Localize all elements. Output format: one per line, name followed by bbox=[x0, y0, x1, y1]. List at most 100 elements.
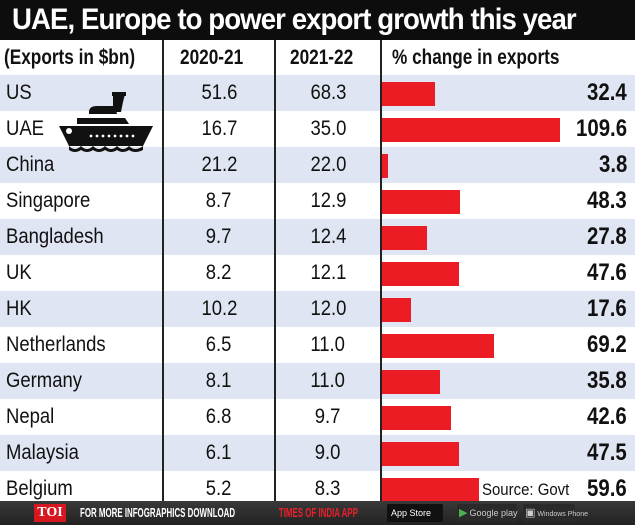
pct-change-bar bbox=[382, 370, 441, 394]
exports-2021-22-text: 12.0 bbox=[310, 297, 346, 320]
pct-change-label: 47.6 bbox=[580, 255, 627, 291]
table-row: Bangladesh 9.7 12.4 27.8 bbox=[0, 219, 635, 255]
table-row: Netherlands 6.5 11.0 69.2 bbox=[0, 327, 635, 363]
exports-2020-21-text: 8.1 bbox=[206, 369, 232, 392]
app-store-label: App Store bbox=[391, 508, 432, 518]
pct-change-bar bbox=[382, 406, 452, 430]
country-name-text: US bbox=[6, 81, 32, 104]
exports-2021-22: 12.9 bbox=[275, 183, 381, 219]
header-2021-22-label: 2021-22 bbox=[290, 46, 354, 69]
exports-2021-22: 22.0 bbox=[275, 147, 381, 183]
exports-2020-21: 5.2 bbox=[163, 471, 275, 507]
ship-icon bbox=[59, 92, 153, 152]
exports-2021-22: 11.0 bbox=[275, 327, 381, 363]
pct-change-label-text: 27.8 bbox=[587, 223, 627, 250]
pct-change-label-text: 35.8 bbox=[587, 367, 627, 394]
exports-2021-22-text: 12.4 bbox=[310, 225, 346, 248]
app-store-badge[interactable]: App Store bbox=[387, 504, 443, 522]
footer-promo-text: FOR MORE INFOGRAPHICS DOWNLOAD TIMES OF … bbox=[80, 501, 465, 525]
toi-logo: TOI bbox=[34, 504, 66, 522]
table-row: China 21.2 22.0 3.8 bbox=[0, 147, 635, 183]
google-play-label: Google play bbox=[469, 508, 518, 518]
pct-change-bar bbox=[382, 262, 460, 286]
exports-2020-21: 10.2 bbox=[163, 291, 275, 327]
pct-change-label-text: 17.6 bbox=[587, 295, 627, 322]
exports-2020-21-text: 8.7 bbox=[206, 189, 232, 212]
pct-change-label: 48.3 bbox=[580, 183, 627, 219]
country-name-text: Bangladesh bbox=[6, 225, 104, 248]
exports-2020-21-text: 21.2 bbox=[201, 153, 237, 176]
pct-change-bar bbox=[382, 118, 560, 142]
chart-title: UAE, Europe to power export growth this … bbox=[12, 3, 577, 36]
pct-change-bar bbox=[382, 334, 495, 358]
footer-promo-red: TIMES OF INDIA APP bbox=[278, 505, 358, 520]
pct-change-label: 27.8 bbox=[580, 219, 627, 255]
windows-icon: ▣ bbox=[525, 507, 536, 519]
pct-change-bar bbox=[382, 478, 479, 502]
country-name-text: Malaysia bbox=[6, 441, 79, 464]
country-name: US bbox=[6, 75, 35, 111]
exports-2020-21-text: 6.5 bbox=[206, 333, 232, 356]
exports-2020-21: 6.8 bbox=[163, 399, 275, 435]
country-name-text: UAE bbox=[6, 117, 45, 140]
header-country-label: (Exports in $bn) bbox=[4, 46, 136, 69]
exports-2020-21: 6.1 bbox=[163, 435, 275, 471]
column-divider bbox=[274, 40, 276, 501]
chart-title-bar: UAE, Europe to power export growth this … bbox=[0, 0, 635, 40]
exports-2020-21: 6.5 bbox=[163, 327, 275, 363]
exports-2021-22: 68.3 bbox=[275, 75, 381, 111]
country-name: Nepal bbox=[6, 399, 61, 435]
exports-2020-21-text: 5.2 bbox=[206, 477, 232, 500]
pct-change-label: 69.2 bbox=[580, 327, 627, 363]
exports-2021-22-text: 11.0 bbox=[310, 333, 346, 356]
pct-change-label-text: 59.6 bbox=[587, 475, 627, 502]
exports-2021-22: 9.7 bbox=[275, 399, 381, 435]
pct-change-label: 42.6 bbox=[580, 399, 627, 435]
pct-change-label: 32.4 bbox=[580, 75, 627, 111]
exports-2020-21: 51.6 bbox=[163, 75, 275, 111]
country-name-text: China bbox=[6, 153, 55, 176]
country-name-text: Germany bbox=[6, 369, 82, 392]
exports-2021-22-text: 12.9 bbox=[310, 189, 346, 212]
country-name: Belgium bbox=[6, 471, 82, 507]
exports-2020-21-text: 51.6 bbox=[201, 81, 237, 104]
country-name-text: HK bbox=[6, 297, 32, 320]
pct-change-bar bbox=[382, 442, 460, 466]
table-row: US 51.6 68.3 32.4 bbox=[0, 75, 635, 111]
exports-2020-21-text: 8.2 bbox=[206, 261, 232, 284]
country-name-text: Netherlands bbox=[6, 333, 106, 356]
exports-2021-22: 12.1 bbox=[275, 255, 381, 291]
table-row: UK 8.2 12.1 47.6 bbox=[0, 255, 635, 291]
pct-change-label: 47.5 bbox=[580, 435, 627, 471]
exports-2021-22: 9.0 bbox=[275, 435, 381, 471]
exports-2020-21-text: 6.1 bbox=[206, 441, 232, 464]
table-row: HK 10.2 12.0 17.6 bbox=[0, 291, 635, 327]
country-name: Germany bbox=[6, 363, 92, 399]
exports-2021-22: 8.3 bbox=[275, 471, 381, 507]
country-name: HK bbox=[6, 291, 35, 327]
table-row: Germany 8.1 11.0 35.8 bbox=[0, 363, 635, 399]
pct-change-label: 59.6 bbox=[580, 471, 627, 507]
pct-change-label-text: 42.6 bbox=[587, 403, 627, 430]
pct-change-label-text: 32.4 bbox=[587, 79, 627, 106]
pct-change-label: 109.6 bbox=[567, 111, 627, 147]
country-name-text: Nepal bbox=[6, 405, 55, 428]
pct-change-bar bbox=[382, 226, 428, 250]
country-name: UK bbox=[6, 255, 35, 291]
exports-2021-22-text: 11.0 bbox=[310, 369, 346, 392]
pct-change-bar bbox=[382, 82, 435, 106]
google-play-badge[interactable]: ▶ Google play bbox=[457, 504, 518, 522]
header-2020-21: 2020-21 bbox=[180, 40, 257, 75]
pct-change-label-text: 47.6 bbox=[587, 259, 627, 286]
pct-change-label-text: 69.2 bbox=[587, 331, 627, 358]
country-name-text: Belgium bbox=[6, 477, 73, 500]
exports-2021-22: 12.4 bbox=[275, 219, 381, 255]
exports-2021-22-text: 35.0 bbox=[310, 117, 346, 140]
exports-2020-21: 8.1 bbox=[163, 363, 275, 399]
country-name: Bangladesh bbox=[6, 219, 117, 255]
country-name-text: UK bbox=[6, 261, 32, 284]
windows-phone-badge[interactable]: ▣ Windows Phone bbox=[523, 504, 588, 522]
source-note-text: Source: Govt bbox=[482, 480, 570, 499]
pct-change-label-text: 48.3 bbox=[587, 187, 627, 214]
header-pct-change-label: % change in exports bbox=[392, 46, 560, 69]
